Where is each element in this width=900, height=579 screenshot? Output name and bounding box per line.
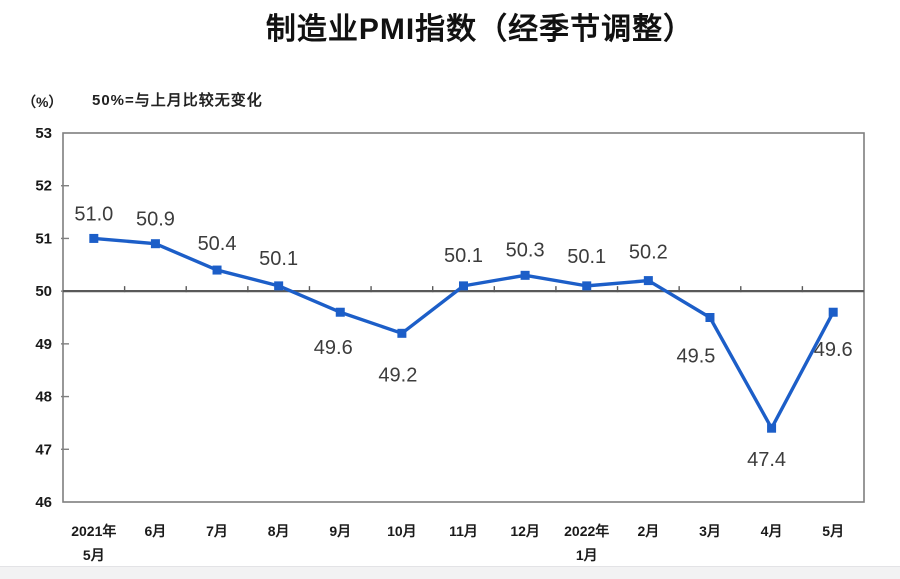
x-axis-label: 6月	[145, 523, 167, 539]
data-point-marker	[828, 307, 838, 317]
x-axis-label: 12月	[510, 523, 540, 539]
data-point-label: 50.9	[136, 209, 175, 231]
data-point-marker	[150, 239, 160, 249]
x-axis-label: 2022年	[564, 523, 609, 539]
chart-title: 制造业PMI指数（经季节调整）	[265, 13, 695, 46]
y-axis-label: 46	[35, 494, 52, 511]
data-point-label: 50.3	[506, 239, 545, 261]
x-axis-label: 8月	[268, 523, 290, 539]
data-point-label: 50.1	[567, 246, 606, 268]
x-axis-label: 2月	[637, 523, 659, 539]
data-point-label: 49.2	[378, 364, 417, 386]
x-axis-label: 7月	[206, 523, 228, 539]
y-axis-label: 50	[35, 283, 52, 300]
x-axis-label: 3月	[699, 523, 721, 539]
y-axis-label: 51	[35, 230, 52, 247]
data-point-label: 50.2	[629, 242, 668, 264]
x-axis-label: 4月	[761, 523, 783, 539]
pmi-series-line	[92, 236, 835, 430]
data-point-marker	[643, 276, 653, 286]
y-axis-label: 52	[35, 178, 52, 195]
y-axis-label: 47	[35, 441, 52, 458]
x-axis-label: 5月	[822, 523, 844, 539]
data-point-marker	[335, 307, 345, 317]
data-point-label: 50.1	[444, 245, 483, 267]
x-axis-label: 9月	[329, 523, 351, 539]
y-axis-label: 49	[35, 336, 52, 353]
plot-border	[62, 132, 865, 503]
y-axis-label: 48	[35, 389, 52, 406]
data-point-marker	[274, 281, 284, 291]
data-point-label: 49.6	[814, 339, 853, 361]
data-point-marker	[767, 423, 777, 433]
page-bottom-strip	[0, 566, 900, 579]
y-axis-unit-label: （%）	[22, 94, 63, 110]
x-axis-label: 10月	[387, 523, 417, 539]
data-point-label: 49.6	[314, 337, 353, 359]
data-point-label: 51.0	[74, 203, 113, 225]
x-axis-label-line2: 1月	[576, 547, 598, 563]
data-point-label: 50.1	[259, 248, 298, 270]
chart-subtitle: 50%=与上月比较无变化	[92, 92, 263, 109]
data-point-marker	[520, 270, 530, 280]
x-axis-label: 2021年	[71, 523, 116, 539]
y-axis-label: 53	[35, 125, 52, 142]
data-point-label: 47.4	[747, 449, 786, 471]
x-axis-label: 11月	[449, 523, 478, 539]
data-point-marker	[459, 281, 468, 291]
data-point-marker	[582, 281, 592, 291]
x-axis-label-line2: 5月	[83, 547, 105, 563]
data-point-marker	[705, 313, 715, 322]
data-point-label: 50.4	[198, 233, 237, 255]
data-point-marker	[397, 328, 407, 338]
data-point-marker	[89, 233, 99, 243]
data-point-marker	[212, 265, 222, 275]
data-point-label: 49.5	[676, 346, 715, 368]
